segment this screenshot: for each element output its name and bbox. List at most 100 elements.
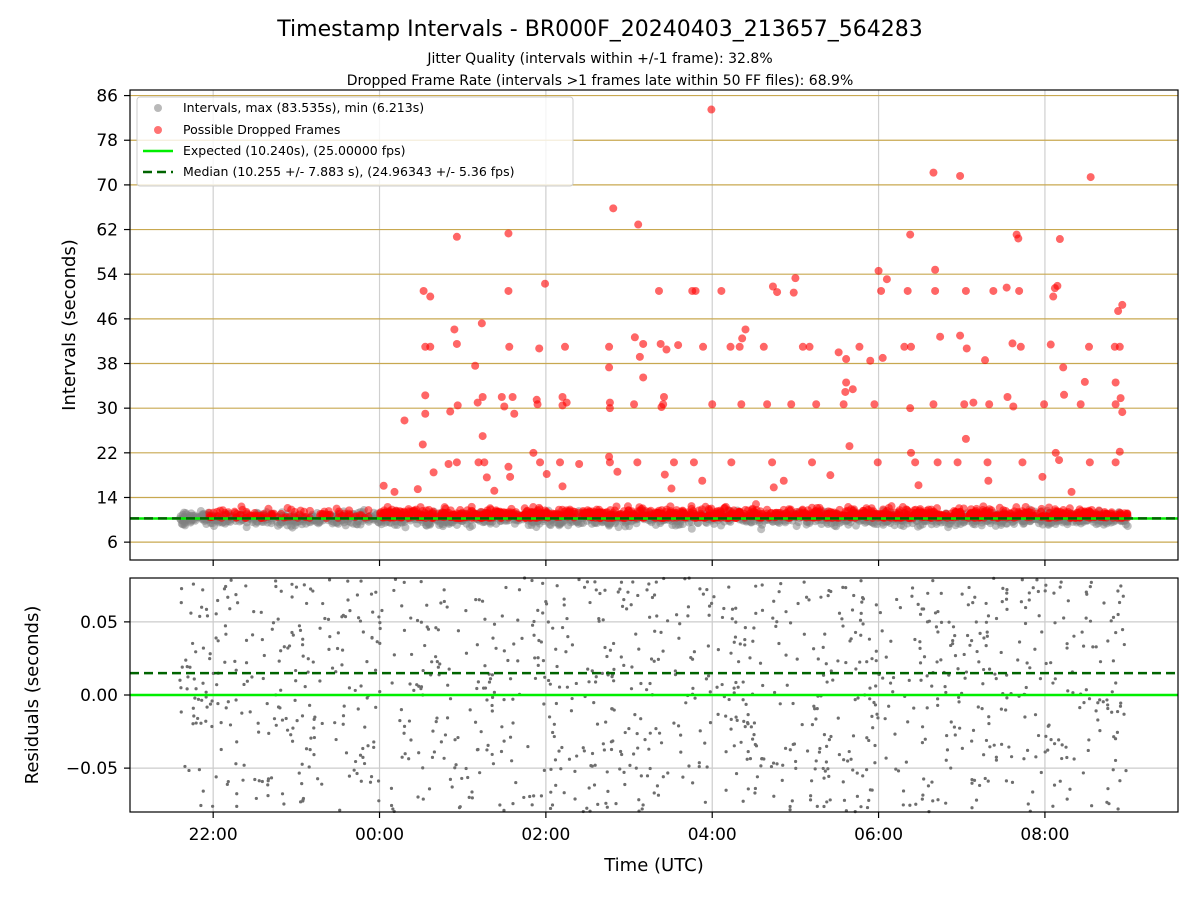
residual-point bbox=[920, 607, 924, 611]
residual-point bbox=[361, 630, 365, 634]
interval-point bbox=[944, 520, 953, 529]
residual-point bbox=[743, 637, 747, 642]
residual-point bbox=[559, 767, 563, 771]
dropped-frame-outlier bbox=[453, 401, 462, 410]
residual-point bbox=[859, 805, 863, 809]
residual-point bbox=[407, 757, 411, 761]
residual-point bbox=[825, 800, 829, 804]
residual-point bbox=[925, 674, 929, 678]
residual-point bbox=[732, 640, 736, 644]
residual-point bbox=[1017, 640, 1022, 644]
residual-point bbox=[926, 784, 931, 788]
residual-point bbox=[951, 639, 955, 643]
residual-point bbox=[567, 757, 572, 761]
residual-point bbox=[347, 774, 352, 778]
residual-point bbox=[365, 660, 369, 664]
residual-point bbox=[720, 682, 724, 687]
residual-point bbox=[923, 737, 927, 741]
residual-point bbox=[204, 607, 209, 612]
residual-point bbox=[305, 601, 309, 606]
residual-point bbox=[569, 709, 574, 713]
residual-point bbox=[1053, 621, 1057, 625]
residual-point bbox=[703, 741, 707, 745]
residual-point bbox=[432, 750, 437, 754]
dropped-frame-outlier bbox=[834, 348, 843, 357]
residual-point bbox=[753, 786, 757, 791]
residual-point bbox=[960, 592, 964, 596]
dropped-frame-point bbox=[1059, 506, 1068, 515]
residual-point bbox=[516, 618, 520, 622]
residual-point bbox=[753, 742, 757, 747]
residual-point bbox=[874, 649, 878, 653]
residual-point bbox=[1004, 779, 1009, 783]
residual-point bbox=[914, 802, 918, 806]
residual-point bbox=[532, 633, 536, 637]
residual-point bbox=[1102, 601, 1106, 605]
residual-point bbox=[363, 725, 367, 729]
residual-point bbox=[407, 719, 412, 723]
residual-point bbox=[290, 630, 294, 635]
residual-point bbox=[748, 757, 753, 761]
residual-point bbox=[850, 608, 855, 612]
dropped-frame-point bbox=[468, 507, 477, 516]
residual-point bbox=[800, 722, 804, 727]
residual-point bbox=[1007, 745, 1011, 749]
dropped-frame-outlier bbox=[510, 409, 519, 418]
residual-point bbox=[893, 732, 897, 736]
residual-point bbox=[874, 684, 878, 688]
dropped-frame-point bbox=[555, 513, 564, 522]
residual-point bbox=[749, 725, 753, 729]
residual-point bbox=[811, 647, 816, 651]
residual-point bbox=[703, 800, 707, 804]
residual-point bbox=[654, 580, 658, 584]
residual-point bbox=[1086, 748, 1090, 753]
residual-point bbox=[817, 750, 822, 754]
residual-point bbox=[552, 722, 556, 726]
residual-point bbox=[625, 607, 629, 611]
dropped-frame-outlier bbox=[541, 279, 550, 288]
residual-point bbox=[242, 763, 246, 767]
residual-point bbox=[988, 745, 992, 749]
residual-point bbox=[822, 804, 826, 809]
residual-point bbox=[224, 584, 228, 589]
residual-point bbox=[676, 724, 681, 728]
residual-point bbox=[972, 778, 977, 782]
residual-point bbox=[226, 595, 230, 599]
residual-point bbox=[522, 795, 526, 800]
residual-point bbox=[581, 746, 585, 750]
residual-point bbox=[447, 667, 451, 671]
dropped-frame-point bbox=[862, 510, 871, 519]
residual-point bbox=[1087, 697, 1092, 701]
residual-point bbox=[742, 719, 746, 723]
residual-point bbox=[743, 643, 747, 647]
residual-point bbox=[674, 613, 679, 617]
residual-point bbox=[681, 775, 685, 779]
interval-point bbox=[852, 521, 861, 530]
dropped-frame-outlier bbox=[426, 292, 435, 301]
dropped-frame-outlier bbox=[735, 342, 744, 351]
interval-point bbox=[181, 521, 190, 530]
dropped-frame-outlier bbox=[1080, 377, 1089, 386]
interval-point bbox=[554, 519, 563, 528]
residual-point bbox=[1120, 628, 1125, 632]
residual-point bbox=[872, 700, 876, 705]
residual-point bbox=[936, 697, 940, 701]
residual-point bbox=[1034, 755, 1038, 759]
residual-point bbox=[935, 660, 939, 664]
residual-point bbox=[964, 670, 969, 674]
dropped-frame-point bbox=[653, 509, 662, 518]
residual-point bbox=[262, 653, 266, 658]
residual-point bbox=[514, 780, 518, 785]
dropped-frame-outlier bbox=[1002, 283, 1011, 292]
dropped-frame-point bbox=[701, 502, 710, 511]
residual-point bbox=[648, 615, 652, 619]
residual-point bbox=[859, 633, 863, 637]
residual-point bbox=[389, 803, 394, 808]
residual-point bbox=[957, 695, 961, 700]
residual-point bbox=[916, 602, 920, 606]
residual-point bbox=[191, 582, 196, 586]
residual-point bbox=[490, 752, 494, 757]
residual-point bbox=[734, 771, 739, 776]
residual-point bbox=[628, 763, 632, 768]
residual-point bbox=[370, 635, 374, 640]
